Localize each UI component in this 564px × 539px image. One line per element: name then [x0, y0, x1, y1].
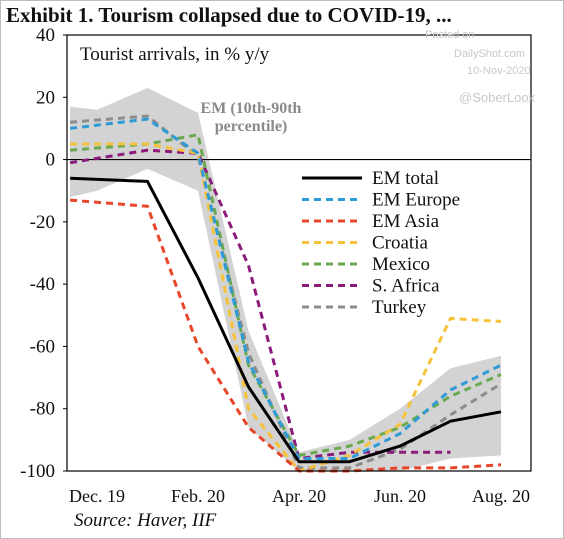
legend-label: Croatia [372, 233, 428, 254]
axis-layer: 40 20 0 -20 -40 -60 -80 -100 Dec. 19 Feb. 20 Apr. … [20, 25, 532, 506]
legend-label: EM Europe [372, 190, 460, 211]
label-layer: Tourist arrivals, in % y/y EM (10th-90th… [80, 29, 536, 135]
y-tick-label: 20 [36, 87, 55, 108]
legend-label: S. Africa [372, 276, 440, 297]
chart-title: Exhibit 1. Tourism collapsed due to COVI… [6, 3, 452, 27]
x-tick-label: Jun. 20 [374, 486, 426, 506]
series-line-em-europe [69, 117, 502, 460]
legend-label: EM Asia [372, 211, 440, 232]
series-line-em-total [70, 176, 502, 464]
x-tick-label: Dec. 19 [69, 486, 125, 506]
plot-border [66, 34, 532, 472]
y-tick-label: -60 [30, 336, 55, 357]
y-tick-label: 40 [36, 25, 55, 46]
watermark-date: 10-Nov-2020 [467, 65, 531, 77]
watermark-handle: @SoberLook [459, 90, 536, 105]
source-note: Source: Haver, IIF [74, 510, 217, 531]
y-tick-label: -100 [20, 461, 55, 482]
band-label-line1: EM (10th-90th [201, 100, 302, 117]
y-tick-label: -80 [30, 399, 55, 420]
y-tick-label: 0 [46, 150, 56, 171]
y-tick-label: -20 [30, 212, 55, 233]
legend-label: Turkey [372, 297, 427, 318]
chart-subtitle: Tourist arrivals, in % y/y [80, 44, 270, 65]
watermark-site: DailyShot.com [454, 48, 525, 60]
band-layer [70, 87, 502, 471]
series-line-s-africa [69, 148, 451, 460]
band-label-line2: percentile) [215, 118, 288, 135]
legend-label: Mexico [372, 254, 430, 275]
legend-label: EM total [372, 168, 439, 189]
y-tick-label: -40 [30, 274, 55, 295]
percentile-band [70, 87, 502, 471]
x-tick-label: Aug. 20 [472, 486, 530, 506]
x-tick-label: Apr. 20 [272, 486, 326, 506]
watermark-posted-on: Posted on [425, 29, 475, 41]
x-tick-label: Feb. 20 [171, 486, 225, 506]
